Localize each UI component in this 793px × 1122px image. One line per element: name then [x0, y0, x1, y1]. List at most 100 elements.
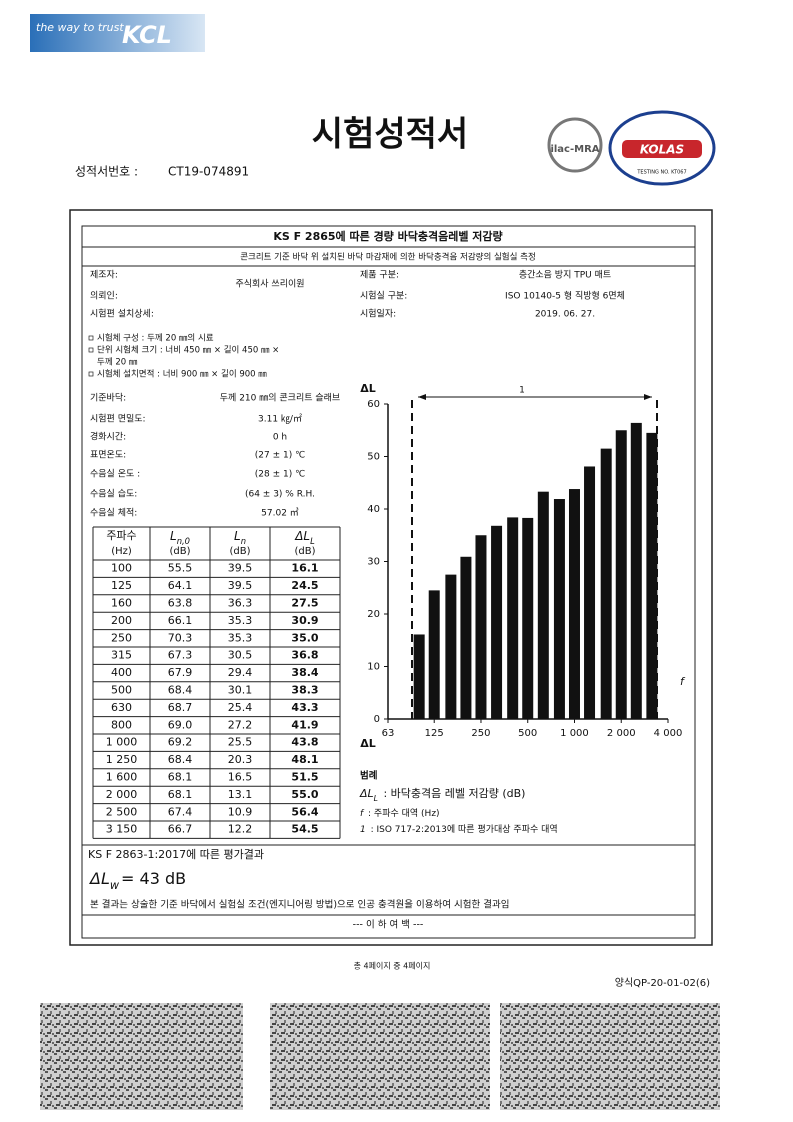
bullet [88, 371, 94, 377]
form-subtitle: 콘크리트 기준 바닥 위 설치된 바닥 마감재에 의한 바닥충격음 저감량의 실… [240, 252, 536, 263]
table-cell: 250 [111, 631, 132, 644]
bar [460, 556, 472, 719]
outer-border [69, 209, 713, 946]
subscript: n [241, 536, 246, 546]
info-value: 주식회사 쓰리이원 [235, 279, 304, 290]
condition-label: 표면온도: [90, 450, 126, 461]
condition-value: 두께 210 ㎜의 콘크리트 슬래브 [220, 393, 340, 404]
legend-item: ΔLL : 바닥충격음 레벨 저감량 (dB) [359, 787, 525, 803]
table-cell: 200 [111, 614, 132, 627]
table-cell: 25.4 [228, 701, 253, 714]
x-tick-label: 250 [471, 728, 490, 739]
info-value: 층간소음 방지 TPU 매트 [519, 270, 611, 281]
info-label: 시험실 구분: [360, 291, 407, 302]
table-cell: 35.0 [291, 631, 318, 644]
table-header: ΔLL [294, 529, 315, 546]
table-cell: 315 [111, 649, 132, 662]
y-axis-label: ΔL [360, 382, 376, 395]
table-cell: 100 [111, 562, 132, 575]
condition-value: (28 ± 1) ℃ [255, 470, 305, 480]
bar [507, 517, 519, 719]
table-cell: 2 000 [106, 788, 138, 801]
table-cell: 55.5 [168, 562, 193, 575]
subscript: n,0 [177, 536, 190, 546]
bar [646, 432, 658, 719]
bar [413, 634, 425, 719]
condition-value: 0 h [273, 433, 287, 443]
table-cell: 36.8 [291, 649, 318, 662]
text: : ISO 717-2:2013에 따른 평가대상 주파수 대역 [368, 824, 558, 835]
install-item: 시험체 구성 : 두께 20 ㎜의 시료 [97, 333, 214, 344]
table-cell: 64.1 [168, 579, 193, 592]
inner-border [81, 225, 696, 939]
table-cell: 56.4 [291, 805, 318, 818]
legend-item: 1 : ISO 717-2:2013에 따른 평가대상 주파수 대역 [360, 824, 558, 835]
bar [491, 525, 503, 719]
table-cell: 38.4 [291, 666, 318, 679]
y-tick-label: 50 [367, 452, 380, 463]
table-cell: 66.1 [168, 614, 193, 627]
kolas-no: TESTING NO. KT067 [636, 170, 686, 176]
table-header-unit: (dB) [169, 546, 190, 557]
symbol: ΔL [294, 529, 310, 543]
table-header-unit: (dB) [294, 546, 315, 557]
table-cell: 20.3 [228, 753, 253, 766]
x-tick-label: 500 [518, 728, 537, 739]
info-label: 의뢰인: [90, 291, 118, 302]
y-tick-label: 0 [374, 714, 380, 725]
table-cell: 63.8 [168, 597, 193, 610]
table-cell: 1 000 [106, 736, 138, 749]
x-tick-label: 63 [382, 728, 395, 739]
table-cell: 30.1 [228, 684, 253, 697]
table-cell: 2 500 [106, 805, 138, 818]
info-value: ISO 10140-5 형 직방형 6면체 [505, 291, 625, 302]
ilac-text: ilac-MRA [550, 144, 599, 155]
table-cell: 68.7 [168, 701, 193, 714]
table-cell: 1 250 [106, 753, 138, 766]
legend-title: 범례 [360, 770, 377, 782]
table-cell: 70.3 [168, 631, 193, 644]
info-label: 제조자: [90, 270, 118, 281]
condition-value: (27 ± 1) ℃ [255, 451, 305, 461]
condition-label: 기준바닥: [90, 393, 126, 404]
doc-title: 시험성적서 [312, 115, 468, 155]
subscript: L [310, 536, 315, 546]
brand-band [30, 14, 205, 52]
table-cell: 67.3 [168, 649, 193, 662]
result-value: ΔLw = 43 dB [88, 869, 186, 892]
symbol: ΔL [88, 869, 110, 888]
condition-label: 수음실 체적: [90, 507, 137, 519]
barcode [500, 1003, 720, 1110]
bullet [88, 347, 94, 353]
table-cell: 12.2 [228, 823, 253, 836]
table-cell: 24.5 [291, 579, 318, 592]
table-cell: 48.1 [291, 753, 318, 766]
symbol: L [234, 529, 241, 543]
table-cell: 68.1 [168, 771, 193, 784]
table-cell: 27.5 [291, 597, 318, 610]
bar [537, 491, 549, 719]
bullet [88, 335, 94, 341]
condition-value: 3.11 ㎏/㎡ [258, 414, 302, 425]
table-cell: 68.4 [168, 684, 193, 697]
bar [568, 489, 580, 719]
y-tick-label: 20 [367, 609, 380, 620]
table-cell: 69.2 [168, 736, 193, 749]
subscript: w [110, 879, 120, 892]
condition-value: 57.02 ㎥ [261, 508, 299, 519]
brand: KCL [122, 21, 172, 49]
result-title: KS F 2863-1:2017에 따른 평가결과 [88, 848, 264, 861]
table-cell: 68.4 [168, 753, 193, 766]
y-axis-label: ΔL [360, 737, 376, 750]
table-header-unit: (dB) [229, 546, 250, 557]
report-no-label: 성적서번호 : [75, 165, 138, 179]
table-cell: 10.9 [228, 805, 253, 818]
table-cell: 43.3 [291, 701, 318, 714]
table-cell: 68.1 [168, 788, 193, 801]
table-cell: 400 [111, 666, 132, 679]
table-header: Ln,0 [170, 529, 190, 546]
table-header-unit: (Hz) [111, 546, 132, 557]
y-tick-label: 10 [367, 662, 380, 673]
install-item: 시험체 설치면적 : 너비 900 ㎜ × 길이 900 ㎜ [97, 369, 267, 380]
